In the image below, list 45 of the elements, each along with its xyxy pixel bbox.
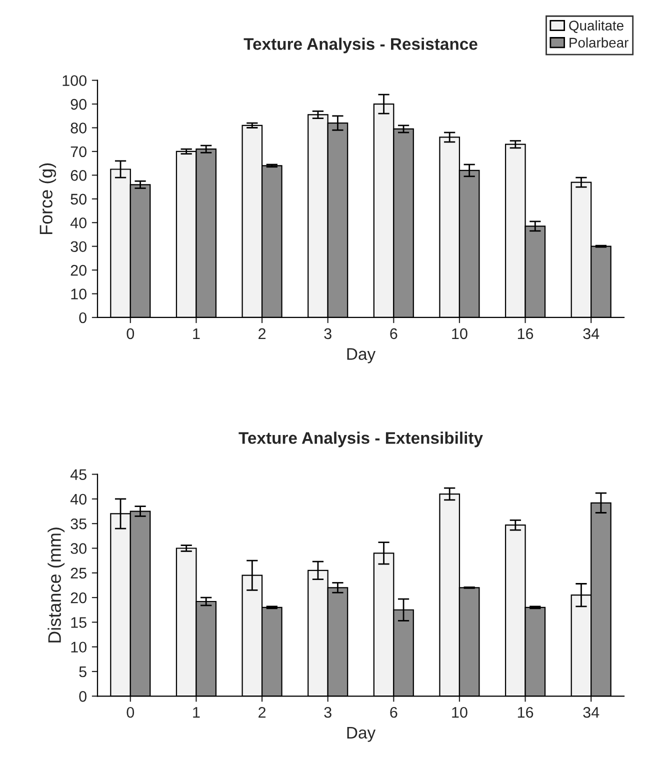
x-tick-label: 6	[390, 706, 398, 718]
y-tick-label: 25	[70, 568, 86, 579]
x-tick-label: 10	[452, 328, 468, 340]
y-tick-label: 80	[70, 122, 86, 134]
y-tick-label: 35	[70, 518, 86, 530]
y-tick-label: 100	[62, 75, 86, 86]
x-tick-label: 3	[324, 328, 332, 340]
y-tick-label: 5	[79, 666, 86, 678]
y-tick-label: 30	[70, 543, 86, 554]
x-tick-label: 6	[390, 328, 398, 340]
legend-label: Qualitate	[569, 20, 624, 33]
x-tick-label: 16	[518, 706, 534, 718]
y-tick-label: 40	[70, 217, 86, 228]
y-tick-label: 60	[70, 170, 86, 181]
x-tick-label: 34	[583, 328, 600, 340]
x-tick-label: 3	[324, 706, 332, 718]
y-tick-label: 50	[70, 194, 86, 205]
y-tick-label: 10	[71, 642, 86, 653]
y-tick-label: 20	[70, 264, 86, 276]
y-tick-label: 10	[71, 288, 86, 300]
y-tick-label: 15	[71, 617, 86, 628]
y-tick-label: 45	[70, 469, 86, 480]
y-tick-label: 90	[70, 98, 86, 110]
x-tick-label: 0	[126, 706, 134, 718]
chart-title: Texture Analysis - Resistance	[244, 38, 478, 54]
x-tick-label: 2	[258, 706, 266, 718]
x-axis-title: Day	[347, 348, 376, 364]
x-axis-title: Day	[347, 726, 376, 742]
x-tick-label: 34	[583, 706, 600, 718]
y-tick-label: 30	[70, 241, 86, 252]
y-tick-label: 0	[79, 691, 86, 702]
x-tick-label: 0	[126, 328, 134, 340]
y-axis-title: Distance (mm)	[48, 528, 65, 642]
y-tick-label: 0	[79, 312, 86, 324]
x-tick-label: 1	[193, 707, 200, 718]
y-axis-title: Force (g)	[39, 163, 56, 234]
y-tick-label: 70	[70, 146, 86, 158]
y-tick-label: 40	[70, 494, 86, 505]
x-tick-label: 10	[452, 706, 468, 718]
chart-title: Texture Analysis - Extensibility	[238, 432, 483, 448]
x-tick-label: 16	[518, 328, 534, 340]
y-tick-label: 20	[70, 592, 86, 604]
legend-label: Polarbear	[570, 37, 628, 48]
x-tick-label: 2	[258, 328, 266, 339]
x-tick-label: 1	[193, 328, 200, 339]
